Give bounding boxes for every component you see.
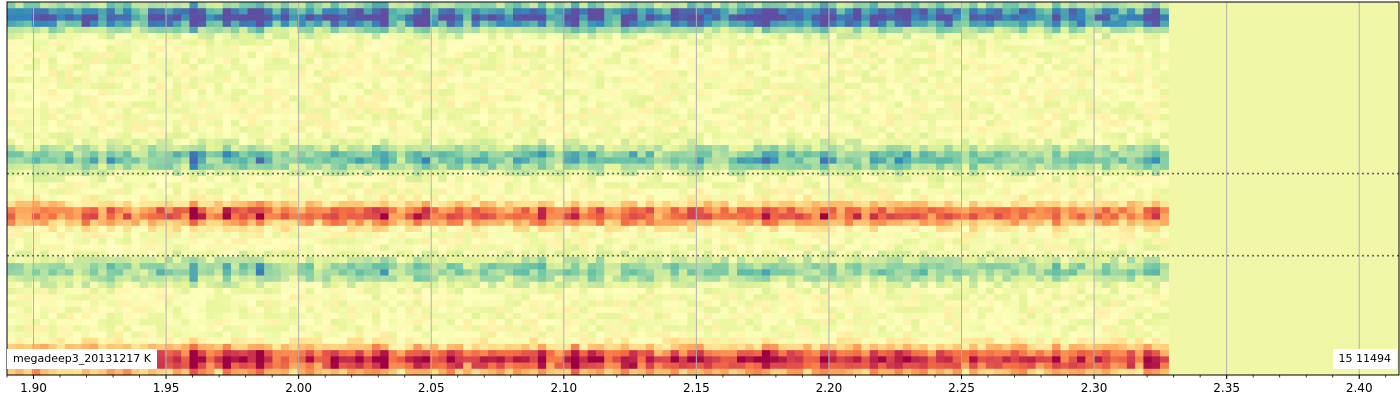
x-tick-label-6: 2.20 — [816, 381, 843, 395]
x-tick-label-10: 2.40 — [1346, 381, 1373, 395]
x-tick-label-7: 2.25 — [948, 381, 975, 395]
x-tick-label-5: 2.15 — [683, 381, 710, 395]
x-tick-label-4: 2.10 — [550, 381, 577, 395]
x-tick-label-9: 2.35 — [1213, 381, 1240, 395]
x-tick-label-0: 1.90 — [20, 381, 47, 395]
x-tick-label-3: 2.05 — [418, 381, 445, 395]
x-tick-label-8: 2.30 — [1081, 381, 1108, 395]
track-label: 15 11494 — [1333, 349, 1398, 369]
x-tick-label-2: 2.00 — [285, 381, 312, 395]
heatmap-cells — [7, 2, 1169, 376]
x-tick-label-1: 1.95 — [153, 381, 180, 395]
dataset-label: megadeep3_20131217 K — [7, 349, 157, 369]
